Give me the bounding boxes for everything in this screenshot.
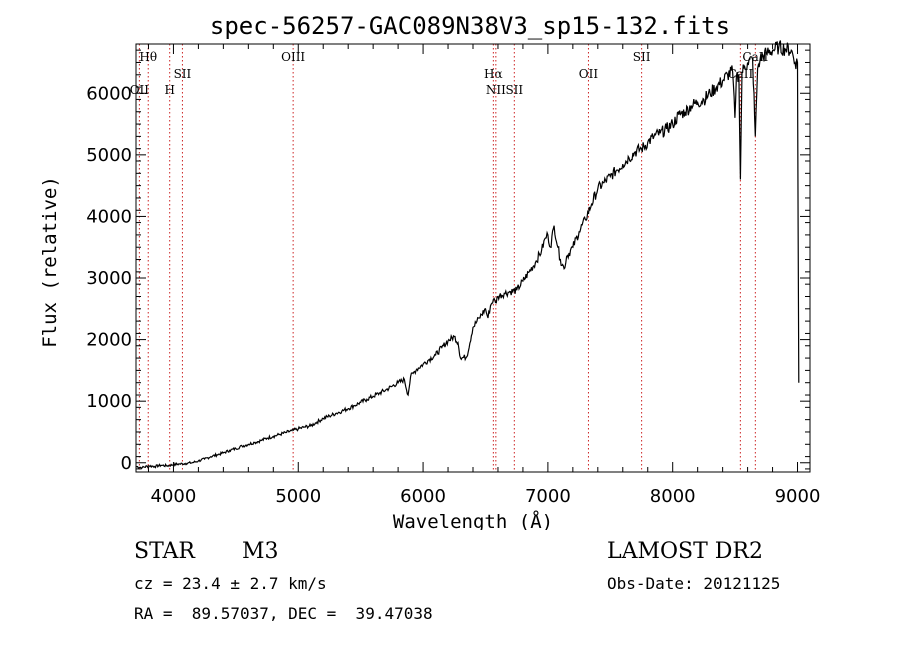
spectral-line-label: SII bbox=[174, 67, 192, 81]
y-tick-label: 5000 bbox=[86, 145, 132, 166]
survey-name: LAMOST DR2 bbox=[607, 539, 763, 564]
spectral-line-label: H bbox=[164, 83, 174, 97]
x-tick-label: 8000 bbox=[650, 486, 696, 507]
y-tick-label: 0 bbox=[121, 453, 132, 474]
axis-ticks-layer: 4000 5000 6000 7000 8000 9000 0 1000 2000 3000 400… bbox=[86, 44, 820, 507]
spectral-line-label: OIII bbox=[281, 50, 305, 64]
obs-date-readout: Obs-Date: 20121125 bbox=[607, 574, 781, 593]
object-subclass: M3 bbox=[242, 539, 279, 564]
spectral-line-label: CaII bbox=[727, 67, 753, 81]
plot-frame bbox=[135, 43, 811, 473]
x-axis-label: Wavelength (Å) bbox=[393, 510, 553, 530]
y-tick-label: 6000 bbox=[86, 83, 132, 104]
y-tick-label: 3000 bbox=[86, 268, 132, 289]
spectral-line-label: OII bbox=[579, 67, 599, 81]
coordinates-readout: RA = 89.57037, DEC = 39.47038 bbox=[134, 604, 433, 623]
spectrum-line bbox=[135, 40, 800, 470]
y-axis-label: Flux (relative) bbox=[39, 176, 61, 348]
spectral-line-label: Hα bbox=[484, 67, 503, 81]
redshift-readout: cz = 23.4 ± 2.7 km/s bbox=[134, 574, 327, 593]
spectral-line-label: SII bbox=[633, 50, 651, 64]
chart-title: spec-56257-GAC089N38V3_sp15-132.fits bbox=[210, 12, 730, 40]
spectral-line-label: NII bbox=[486, 83, 506, 97]
x-tick-label: 6000 bbox=[400, 486, 446, 507]
y-tick-label: 2000 bbox=[86, 330, 132, 351]
y-tick-label: 4000 bbox=[86, 206, 132, 227]
object-class: STAR bbox=[134, 539, 195, 564]
x-tick-label: 9000 bbox=[775, 486, 821, 507]
x-tick-label: 4000 bbox=[151, 486, 197, 507]
x-tick-label: 7000 bbox=[525, 486, 571, 507]
spectral-line-label: SII bbox=[505, 83, 523, 97]
y-tick-label: 1000 bbox=[86, 391, 132, 412]
spectrum-chart: spec-56257-GAC089N38V3_sp15-132.fits Hθ O… bbox=[39, 12, 820, 533]
spectral-line-label: OII bbox=[130, 83, 150, 97]
x-tick-label: 5000 bbox=[275, 486, 321, 507]
spectral-line-label: Hθ bbox=[139, 50, 157, 64]
